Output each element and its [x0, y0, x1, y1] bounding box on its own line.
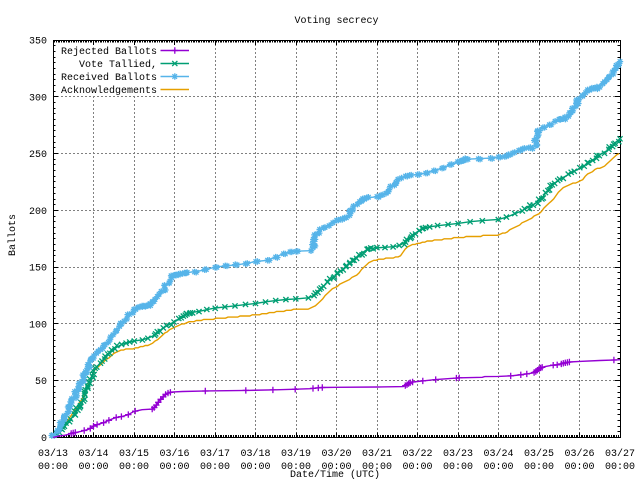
svg-text:00:00: 00:00	[564, 462, 594, 473]
svg-text:100: 100	[29, 320, 47, 331]
svg-text:03/17: 03/17	[200, 448, 230, 460]
svg-text:00:00: 00:00	[159, 462, 189, 473]
svg-text:200: 200	[29, 207, 47, 218]
svg-text:00:00: 00:00	[38, 462, 68, 473]
svg-text:00:00: 00:00	[362, 462, 392, 473]
svg-text:00:00: 00:00	[200, 462, 230, 473]
svg-text:00:00: 00:00	[321, 462, 351, 473]
svg-text:03/20: 03/20	[321, 448, 351, 460]
svg-text:03/18: 03/18	[240, 448, 270, 460]
svg-text:03/21: 03/21	[362, 448, 392, 460]
svg-text:03/27: 03/27	[605, 448, 635, 460]
svg-text:Received Ballots: Received Ballots	[61, 72, 157, 84]
svg-text:03/16: 03/16	[159, 448, 189, 460]
svg-text:Date/Time (UTC): Date/Time (UTC)	[290, 469, 380, 480]
svg-text:03/15: 03/15	[119, 448, 149, 460]
svg-text:Acknowledgements: Acknowledgements	[61, 85, 157, 97]
svg-text:00:00: 00:00	[402, 462, 432, 473]
svg-text:00:00: 00:00	[119, 462, 149, 473]
svg-text:00:00: 00:00	[78, 462, 108, 473]
svg-text:Vote Tallied,: Vote Tallied,	[79, 59, 157, 71]
svg-text:00:00: 00:00	[524, 462, 554, 473]
svg-text:0: 0	[41, 434, 47, 445]
svg-text:Rejected Ballots: Rejected Ballots	[61, 46, 157, 58]
svg-text:03/24: 03/24	[483, 448, 513, 460]
svg-text:00:00: 00:00	[281, 462, 311, 473]
svg-text:03/22: 03/22	[402, 448, 432, 460]
svg-text:Ballots: Ballots	[7, 214, 19, 256]
svg-text:03/14: 03/14	[78, 448, 108, 460]
svg-text:03/25: 03/25	[524, 448, 554, 460]
svg-text:Voting secrecy: Voting secrecy	[294, 15, 378, 27]
svg-text:150: 150	[29, 264, 47, 275]
svg-text:03/23: 03/23	[443, 448, 473, 460]
svg-text:00:00: 00:00	[483, 462, 513, 473]
svg-text:00:00: 00:00	[605, 462, 635, 473]
svg-text:50: 50	[35, 377, 47, 388]
svg-text:00:00: 00:00	[240, 462, 270, 473]
svg-text:03/19: 03/19	[281, 448, 311, 460]
svg-text:03/13: 03/13	[38, 448, 68, 460]
svg-text:350: 350	[29, 37, 47, 48]
svg-text:03/26: 03/26	[564, 448, 594, 460]
svg-text:300: 300	[29, 93, 47, 104]
svg-text:00:00: 00:00	[443, 462, 473, 473]
svg-text:250: 250	[29, 150, 47, 161]
